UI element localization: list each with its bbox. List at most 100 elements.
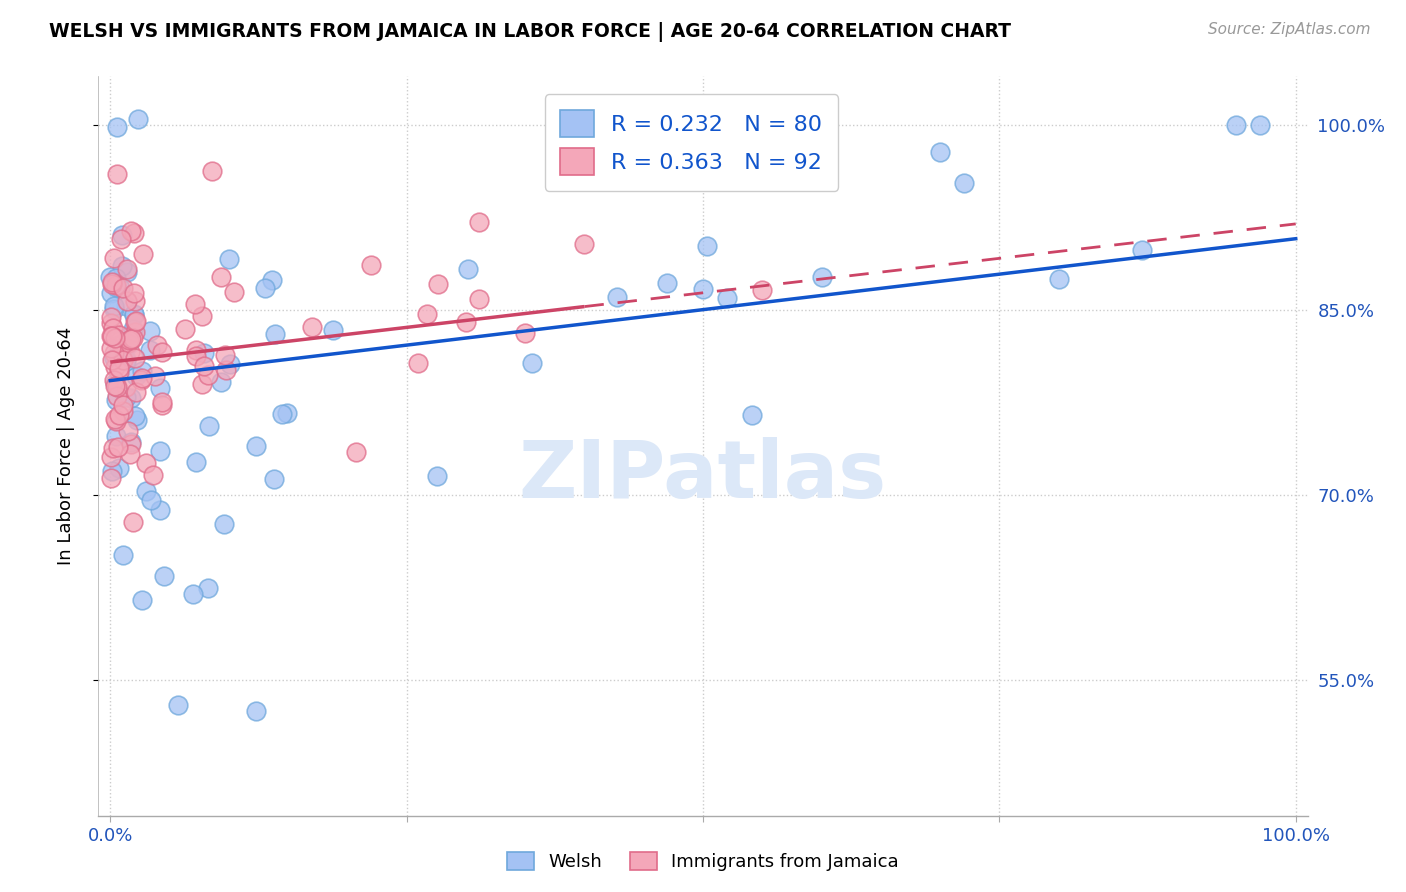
Y-axis label: In Labor Force | Age 20-64: In Labor Force | Age 20-64 (56, 326, 75, 566)
Point (141, 492, 163, 507)
Point (115, 265, 138, 279)
Point (1130, 243, 1153, 257)
Point (110, 232, 132, 246)
Point (118, 447, 141, 461)
Point (197, 368, 219, 383)
Point (191, 377, 214, 392)
Point (218, 252, 240, 267)
Point (716, 291, 738, 305)
Point (301, 320, 323, 334)
Point (115, 299, 138, 313)
Point (468, 215, 491, 229)
Point (107, 334, 129, 348)
Point (120, 434, 142, 449)
Point (132, 246, 155, 260)
Point (115, 262, 138, 277)
Point (103, 301, 125, 316)
Text: WELSH VS IMMIGRANTS FROM JAMAICA IN LABOR FORCE | AGE 20-64 CORRELATION CHART: WELSH VS IMMIGRANTS FROM JAMAICA IN LABO… (49, 22, 1011, 42)
Point (191, 309, 214, 323)
Point (100, 450, 122, 465)
Point (107, 327, 129, 342)
Point (929, 145, 952, 159)
Point (201, 164, 224, 178)
Point (209, 270, 232, 285)
Point (270, 407, 292, 421)
Point (124, 351, 146, 365)
Point (107, 361, 129, 376)
Point (146, 337, 169, 351)
Point (197, 581, 219, 595)
Point (104, 360, 127, 375)
Point (222, 285, 245, 299)
Point (105, 167, 128, 181)
Point (245, 704, 267, 718)
Point (101, 353, 124, 368)
Point (457, 262, 479, 277)
Point (696, 238, 718, 252)
Point (124, 409, 146, 423)
Point (104, 428, 127, 442)
Point (344, 445, 367, 459)
Point (98, 269, 121, 284)
Point (114, 354, 136, 368)
Point (415, 307, 437, 321)
Point (149, 503, 172, 517)
Point (122, 285, 145, 300)
Point (751, 283, 773, 297)
Point (135, 456, 157, 470)
Point (127, 413, 149, 427)
Point (103, 351, 125, 365)
Point (125, 314, 148, 328)
Legend: Welsh, Immigrants from Jamaica: Welsh, Immigrants from Jamaica (501, 845, 905, 879)
Point (100, 285, 122, 300)
Point (181, 587, 204, 601)
Point (253, 281, 276, 295)
Point (105, 393, 128, 408)
Point (263, 326, 285, 341)
Point (129, 373, 152, 387)
Point (741, 408, 763, 422)
Point (215, 363, 238, 377)
Point (167, 698, 190, 713)
Point (131, 364, 153, 378)
Point (153, 568, 176, 582)
Point (117, 425, 139, 439)
Point (107, 461, 129, 475)
Point (122, 308, 145, 322)
Point (110, 337, 132, 351)
Point (100, 328, 122, 343)
Point (115, 390, 138, 404)
Point (111, 280, 134, 294)
Point (121, 515, 143, 529)
Point (120, 224, 142, 238)
Point (103, 299, 125, 313)
Point (100, 277, 122, 291)
Point (105, 388, 128, 402)
Point (657, 276, 679, 290)
Point (105, 277, 128, 292)
Point (122, 226, 145, 240)
Point (245, 439, 267, 453)
Point (114, 379, 136, 393)
Point (127, 112, 149, 126)
Point (111, 351, 134, 366)
Point (522, 356, 544, 370)
Point (135, 484, 157, 499)
Point (183, 297, 205, 311)
Point (454, 315, 477, 329)
Point (124, 325, 146, 339)
Point (108, 350, 131, 364)
Point (214, 348, 236, 362)
Point (103, 411, 125, 425)
Point (149, 443, 172, 458)
Point (810, 270, 832, 285)
Point (606, 289, 628, 303)
Point (103, 373, 125, 387)
Point (101, 441, 124, 455)
Point (117, 328, 139, 343)
Point (150, 344, 173, 359)
Point (360, 258, 382, 272)
Point (125, 385, 148, 400)
Point (122, 307, 145, 321)
Point (104, 330, 127, 344)
